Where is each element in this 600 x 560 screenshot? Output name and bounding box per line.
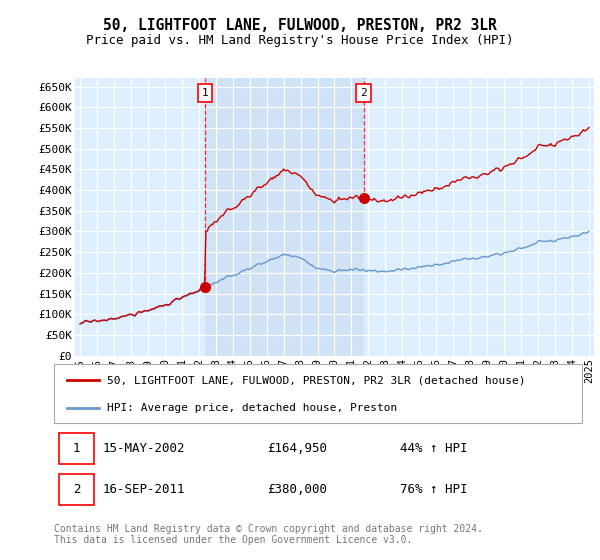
- Text: 50, LIGHTFOOT LANE, FULWOOD, PRESTON, PR2 3LR (detached house): 50, LIGHTFOOT LANE, FULWOOD, PRESTON, PR…: [107, 375, 526, 385]
- Text: 2: 2: [73, 483, 80, 496]
- Text: 44% ↑ HPI: 44% ↑ HPI: [400, 442, 468, 455]
- Text: 50, LIGHTFOOT LANE, FULWOOD, PRESTON, PR2 3LR: 50, LIGHTFOOT LANE, FULWOOD, PRESTON, PR…: [103, 18, 497, 33]
- Bar: [59, 433, 94, 464]
- Bar: [205, 78, 364, 356]
- Text: 76% ↑ HPI: 76% ↑ HPI: [400, 483, 468, 496]
- Text: 2: 2: [360, 88, 367, 98]
- Text: 15-MAY-2002: 15-MAY-2002: [103, 442, 185, 455]
- Text: Price paid vs. HM Land Registry's House Price Index (HPI): Price paid vs. HM Land Registry's House …: [86, 34, 514, 46]
- Text: 16-SEP-2011: 16-SEP-2011: [103, 483, 185, 496]
- Text: £164,950: £164,950: [267, 442, 327, 455]
- Text: HPI: Average price, detached house, Preston: HPI: Average price, detached house, Pres…: [107, 403, 397, 413]
- Text: 1: 1: [202, 88, 208, 98]
- Text: Contains HM Land Registry data © Crown copyright and database right 2024.
This d: Contains HM Land Registry data © Crown c…: [54, 524, 483, 545]
- Bar: [59, 474, 94, 505]
- Text: £380,000: £380,000: [267, 483, 327, 496]
- Text: 1: 1: [73, 442, 80, 455]
